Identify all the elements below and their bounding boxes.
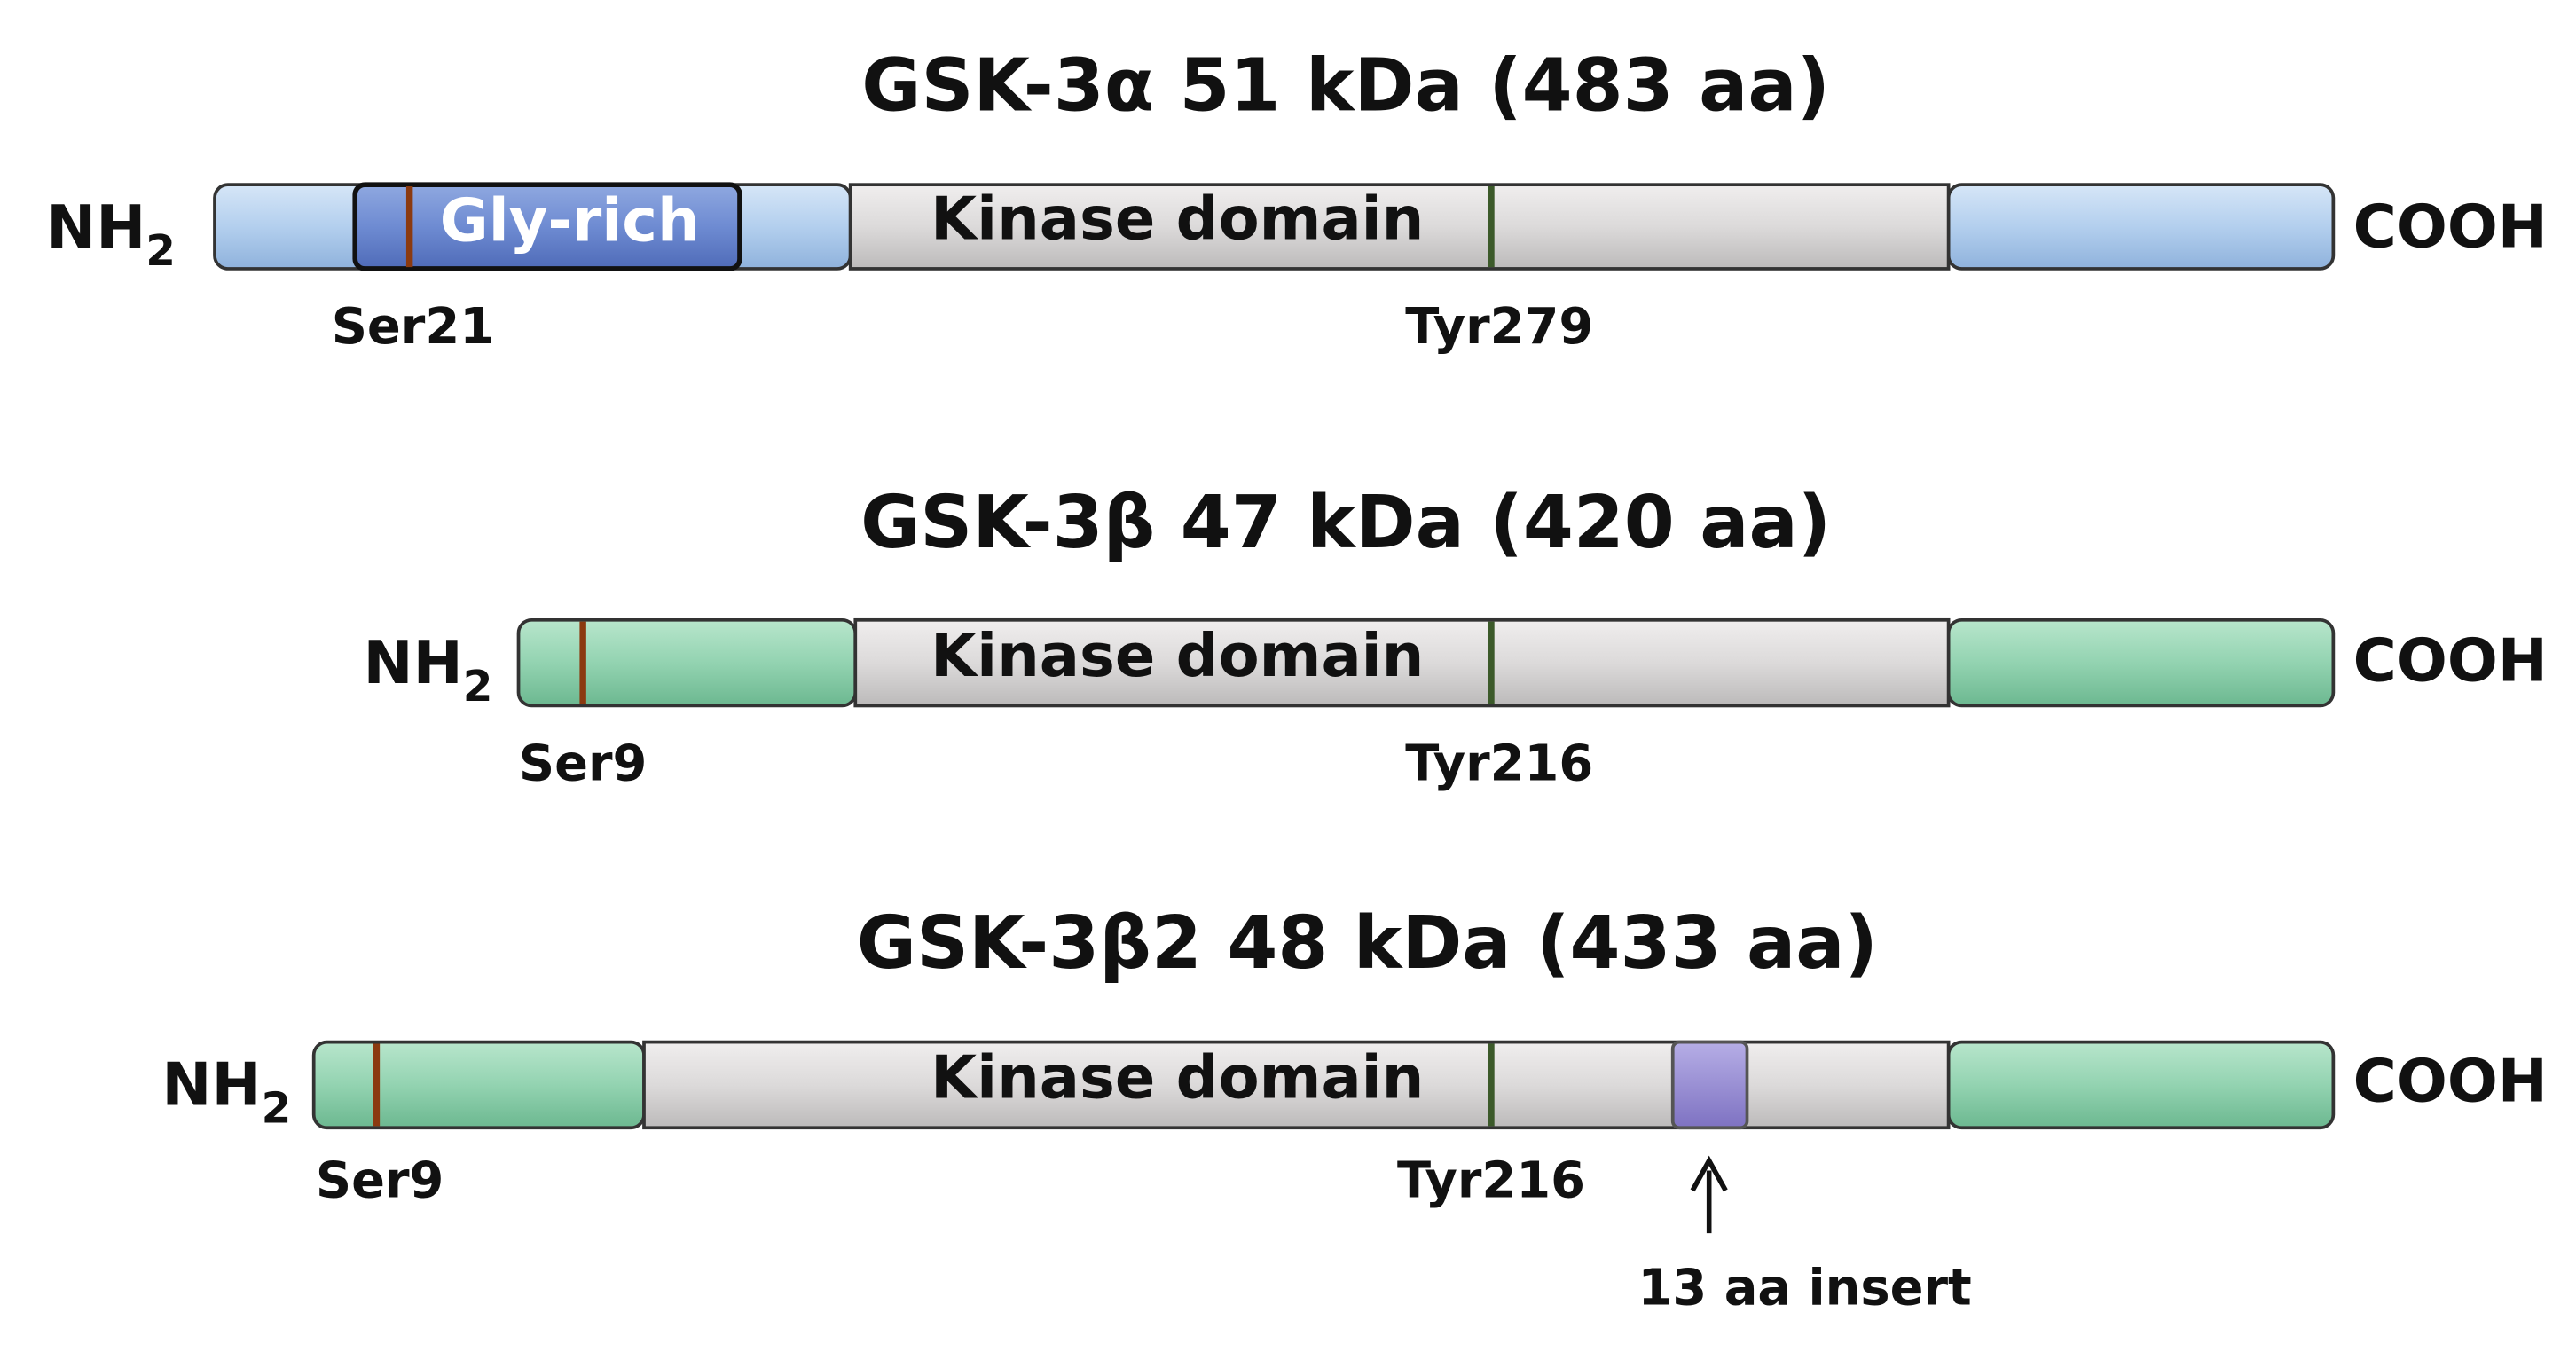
n-terminus: NH2 (364, 627, 493, 711)
domain-label: Kinase domain (931, 184, 1424, 253)
c-terminus: COOH (2353, 193, 2548, 262)
c-terminus: COOH (2353, 626, 2548, 696)
c-terminus: COOH (2353, 1046, 2548, 1115)
protein-title: GSK-3α 51 kDa (483 aa) (861, 44, 1830, 129)
insert-arrow (1690, 1155, 1728, 1234)
insert-label: 13 aa insert (1638, 1259, 1972, 1317)
domain-label: Gly-rich (440, 185, 700, 255)
n-terminus: NH2 (46, 193, 176, 276)
site-label: Tyr279 (1405, 298, 1593, 356)
protein-bar (311, 1040, 2336, 1130)
site-label: Tyr216 (1397, 1152, 1585, 1210)
site-label: Tyr216 (1405, 735, 1593, 792)
domain-label: Kinase domain (931, 1043, 1424, 1112)
domain-label: Kinase domain (931, 621, 1424, 690)
n-terminus: NH2 (161, 1049, 291, 1133)
site-label: Ser21 (332, 298, 494, 356)
protein-title: GSK-3β 47 kDa (420 aa) (860, 481, 1831, 565)
site-label: Ser9 (519, 735, 647, 792)
site-label: Ser9 (316, 1152, 444, 1210)
protein-bar (213, 182, 2336, 271)
protein-bar (516, 617, 2336, 708)
protein-title: GSK-3β2 48 kDa (433 aa) (857, 901, 1878, 986)
